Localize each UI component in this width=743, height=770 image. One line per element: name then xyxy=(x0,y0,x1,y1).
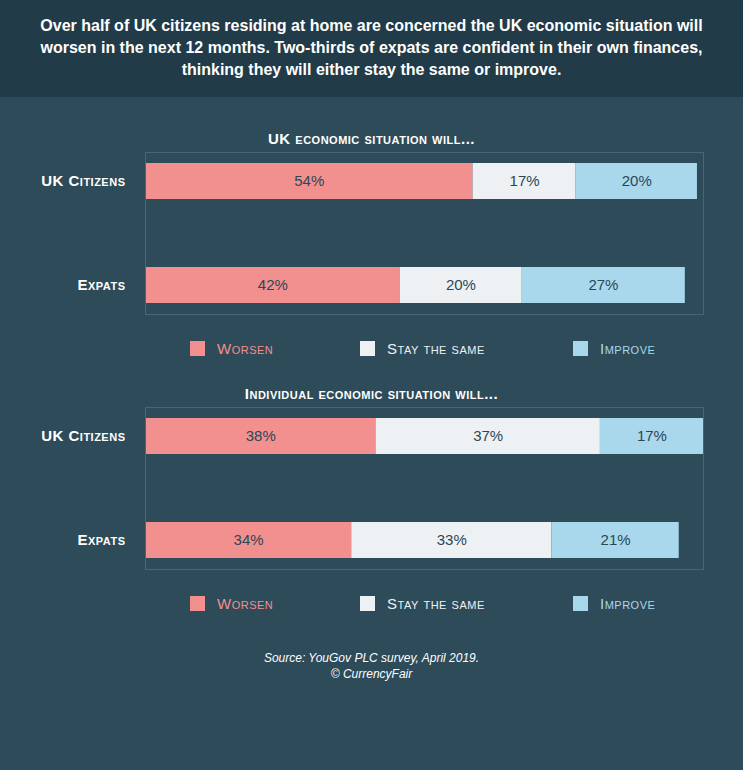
svg-text:34%: 34% xyxy=(234,531,264,548)
svg-text:UK Citizens: UK Citizens xyxy=(41,427,125,444)
svg-text:33%: 33% xyxy=(437,531,467,548)
html-text:Individual economic situation: Individual economic situation will... xyxy=(244,385,499,402)
svg-text:42%: 42% xyxy=(258,276,288,293)
svg-text:21%: 21% xyxy=(601,531,631,548)
svg-text:20%: 20% xyxy=(622,172,652,189)
html-text:Stay the same: Stay the same xyxy=(387,595,485,612)
html-text:Improve: Improve xyxy=(600,595,656,612)
svg-text:17%: 17% xyxy=(637,427,667,444)
html-text:Worsen: Worsen xyxy=(217,595,274,612)
html-text:© CurrencyFair: © CurrencyFair xyxy=(330,667,413,681)
html-text:UK economic situation will...: UK economic situation will... xyxy=(268,130,475,147)
svg-text:37%: 37% xyxy=(473,427,503,444)
html-text:Source: YouGov PLC survey, Apr: Source: YouGov PLC survey, April 2019. xyxy=(263,651,480,665)
html-text:Worsen: Worsen xyxy=(217,340,274,357)
html-text:Over half of UK citizens resid: Over half of UK citizens residing at hom… xyxy=(40,17,703,78)
svg-text:20%: 20% xyxy=(446,276,476,293)
svg-text:Expats: Expats xyxy=(77,276,125,293)
svg-text:UK Citizens: UK Citizens xyxy=(41,172,125,189)
svg-text:38%: 38% xyxy=(246,427,276,444)
svg-text:27%: 27% xyxy=(588,276,618,293)
svg-text:Expats: Expats xyxy=(77,531,125,548)
html-text:Stay the same: Stay the same xyxy=(387,340,485,357)
html-text:Improve: Improve xyxy=(600,340,656,357)
svg-text:17%: 17% xyxy=(510,172,540,189)
svg-text:54%: 54% xyxy=(294,172,324,189)
